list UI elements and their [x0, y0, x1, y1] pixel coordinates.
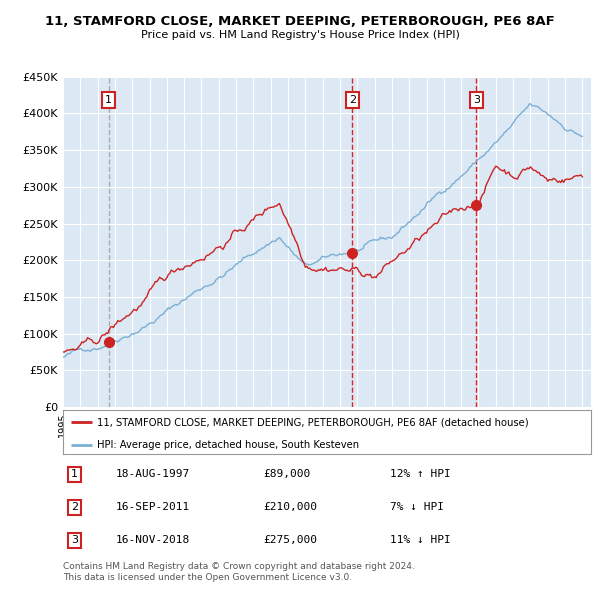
Text: 11, STAMFORD CLOSE, MARKET DEEPING, PETERBOROUGH, PE6 8AF: 11, STAMFORD CLOSE, MARKET DEEPING, PETE…: [45, 15, 555, 28]
Text: 1: 1: [71, 469, 78, 479]
Text: 3: 3: [71, 536, 78, 546]
Text: 11% ↓ HPI: 11% ↓ HPI: [391, 536, 451, 546]
Text: £210,000: £210,000: [263, 503, 317, 512]
Text: Price paid vs. HM Land Registry's House Price Index (HPI): Price paid vs. HM Land Registry's House …: [140, 30, 460, 40]
Text: HPI: Average price, detached house, South Kesteven: HPI: Average price, detached house, Sout…: [97, 440, 359, 450]
Text: 2: 2: [349, 95, 356, 105]
Text: 11, STAMFORD CLOSE, MARKET DEEPING, PETERBOROUGH, PE6 8AF (detached house): 11, STAMFORD CLOSE, MARKET DEEPING, PETE…: [97, 418, 529, 427]
Text: 16-SEP-2011: 16-SEP-2011: [116, 503, 190, 512]
Text: This data is licensed under the Open Government Licence v3.0.: This data is licensed under the Open Gov…: [63, 573, 352, 582]
Text: £275,000: £275,000: [263, 536, 317, 546]
Text: £89,000: £89,000: [263, 469, 311, 479]
Text: 18-AUG-1997: 18-AUG-1997: [116, 469, 190, 479]
Text: 3: 3: [473, 95, 480, 105]
Text: 12% ↑ HPI: 12% ↑ HPI: [391, 469, 451, 479]
Text: Contains HM Land Registry data © Crown copyright and database right 2024.: Contains HM Land Registry data © Crown c…: [63, 562, 415, 571]
Text: 2: 2: [71, 503, 78, 512]
Text: 1: 1: [105, 95, 112, 105]
Text: 16-NOV-2018: 16-NOV-2018: [116, 536, 190, 546]
Text: 7% ↓ HPI: 7% ↓ HPI: [391, 503, 445, 512]
